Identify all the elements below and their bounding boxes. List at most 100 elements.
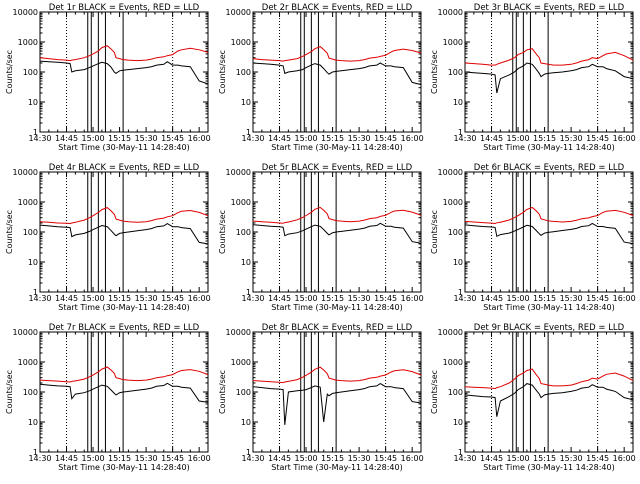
panel-1: Det 1r BLACK = Events, RED = LLD 1 10 100 10… (5, 3, 211, 152)
y-tick-label: 100 (236, 388, 251, 397)
x-tick-label: 15:45 (374, 294, 397, 303)
panel-title: Det 5r BLACK = Events, RED = LLD (262, 163, 413, 173)
y-tick-label: 10000 (226, 8, 251, 17)
x-tick-label: 15:30 (135, 294, 158, 303)
panel-title: Det 2r BLACK = Events, RED = LLD (262, 3, 413, 13)
x-tick-label: 15:15 (108, 454, 131, 463)
y-tick-label: 1000 (231, 38, 251, 47)
y-tick-label: 10000 (438, 8, 463, 17)
x-tick-label: 15:15 (108, 134, 131, 143)
x-tick-label: 15:00 (507, 294, 530, 303)
y-tick-label: 100 (23, 68, 38, 77)
y-tick-label: 1000 (18, 198, 38, 207)
y-tick-label: 1 (33, 288, 38, 297)
x-tick-label: 15:00 (295, 454, 318, 463)
x-tick-label: 14:45 (55, 294, 78, 303)
x-tick-label: 15:45 (374, 454, 397, 463)
panel-title: Det 1r BLACK = Events, RED = LLD (49, 3, 200, 13)
x-axis-label: Start Time (30-May-11 14:28:40) (271, 143, 402, 152)
x-tick-label: 15:45 (586, 454, 609, 463)
x-tick-label: 15:15 (321, 134, 344, 143)
plot-frame (252, 11, 422, 133)
y-tick-label: 100 (23, 388, 38, 397)
x-tick-label: 15:30 (348, 454, 371, 463)
y-tick-label: 1 (33, 448, 38, 457)
y-tick-label: 100 (23, 228, 38, 237)
panel-title: Det 3r BLACK = Events, RED = LLD (474, 3, 625, 13)
x-tick-label: 15:45 (374, 134, 397, 143)
y-axis-label: Counts/sec (218, 210, 227, 254)
x-tick-label: 14:45 (480, 454, 503, 463)
x-tick-label: 15:30 (560, 294, 583, 303)
series-line-events (252, 222, 422, 244)
series-line-lld (464, 368, 634, 390)
y-tick-label: 100 (236, 68, 251, 77)
series-line-events (39, 60, 209, 85)
x-tick-label: 15:30 (348, 294, 371, 303)
series-line-events (464, 62, 634, 94)
y-tick-label: 10 (28, 418, 38, 427)
y-tick-label: 10 (453, 98, 463, 107)
y-tick-label: 10 (241, 418, 251, 427)
y-tick-label: 1 (458, 288, 463, 297)
x-axis-label: Start Time (30-May-11 14:28:40) (58, 303, 189, 312)
x-tick-label: 15:45 (586, 294, 609, 303)
series-line-events (252, 62, 422, 86)
x-tick-label: 14:30 (453, 454, 476, 463)
panel-4: Det 4r BLACK = Events, RED = LLD 1 10 100 10… (5, 163, 211, 312)
y-axis-label: Counts/sec (430, 370, 439, 414)
series-line-lld (39, 45, 209, 62)
y-tick-label: 10 (453, 258, 463, 267)
y-tick-label: 1000 (18, 358, 38, 367)
x-tick-label: 15:45 (161, 294, 184, 303)
y-tick-label: 100 (448, 388, 463, 397)
panel-3: Det 3r BLACK = Events, RED = LLD 1 10 100 10… (430, 3, 636, 152)
x-tick-label: 15:30 (348, 134, 371, 143)
panel-2: Det 2r BLACK = Events, RED = LLD 1 10 100 10… (218, 3, 424, 152)
x-tick-label: 16:00 (401, 454, 424, 463)
y-tick-label: 1000 (231, 198, 251, 207)
x-tick-label: 15:15 (533, 294, 556, 303)
panel-5: Det 5r BLACK = Events, RED = LLD 1 10 100 10… (218, 163, 424, 312)
y-tick-label: 1 (246, 128, 251, 137)
x-tick-label: 15:00 (295, 294, 318, 303)
y-tick-label: 1 (458, 128, 463, 137)
plot-frame (252, 331, 422, 453)
x-tick-label: 16:00 (613, 454, 636, 463)
y-tick-label: 10000 (438, 168, 463, 177)
plot-frame (464, 331, 634, 453)
x-tick-label: 15:45 (161, 454, 184, 463)
x-tick-label: 14:30 (28, 454, 51, 463)
x-tick-label: 16:00 (188, 134, 211, 143)
x-tick-label: 14:30 (241, 294, 264, 303)
plot-frame (39, 11, 209, 133)
series-line-lld (464, 206, 634, 225)
x-axis-label: Start Time (30-May-11 14:28:40) (58, 143, 189, 152)
y-tick-label: 10000 (13, 8, 38, 17)
x-tick-label: 15:15 (321, 454, 344, 463)
series-line-events (464, 222, 634, 245)
panel-title: Det 9r BLACK = Events, RED = LLD (474, 323, 625, 333)
panel-9: Det 9r BLACK = Events, RED = LLD 1 10 100 10… (430, 323, 636, 472)
x-tick-label: 14:45 (268, 294, 291, 303)
x-tick-label: 15:45 (161, 134, 184, 143)
x-tick-label: 14:45 (268, 454, 291, 463)
y-tick-label: 100 (448, 68, 463, 77)
y-tick-label: 10 (28, 258, 38, 267)
series-line-events (252, 383, 422, 425)
x-tick-label: 14:30 (453, 134, 476, 143)
x-tick-label: 14:30 (241, 454, 264, 463)
x-tick-label: 15:00 (82, 134, 105, 143)
series-line-events (39, 223, 209, 245)
x-tick-label: 14:45 (480, 294, 503, 303)
y-tick-label: 10000 (226, 168, 251, 177)
series-line-events (464, 383, 634, 417)
x-tick-label: 14:45 (55, 454, 78, 463)
x-tick-label: 15:30 (135, 134, 158, 143)
panel-8: Det 8r BLACK = Events, RED = LLD 1 10 100 10… (218, 323, 424, 472)
x-tick-label: 15:00 (507, 134, 530, 143)
x-tick-label: 15:30 (135, 454, 158, 463)
panel-7: Det 7r BLACK = Events, RED = LLD 1 10 100 10… (5, 323, 211, 472)
